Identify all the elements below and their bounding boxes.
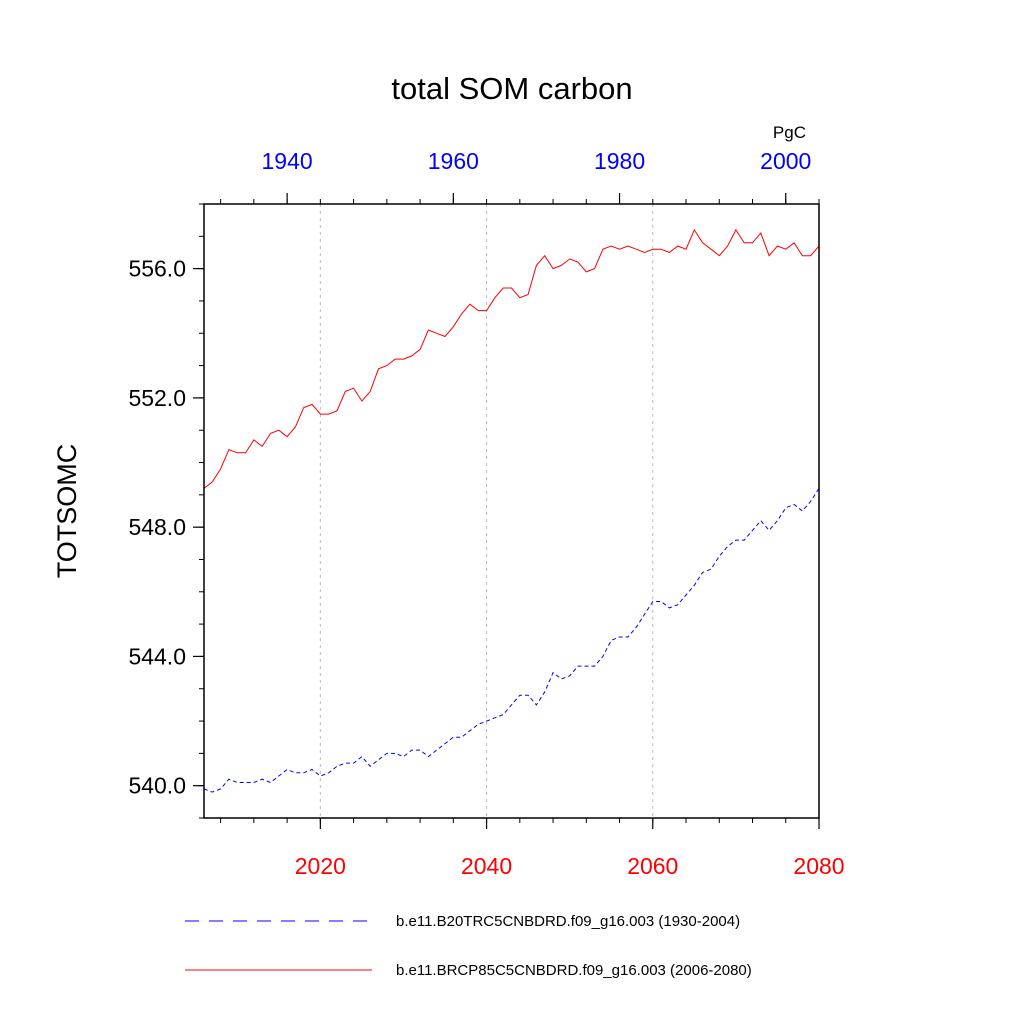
x-top-tick-label: 2000: [760, 148, 811, 174]
x-bottom-tick-label: 2040: [461, 853, 512, 879]
y-tick-label: 544.0: [128, 643, 186, 669]
y-tick-label: 552.0: [128, 385, 186, 411]
series-layer: [203, 228, 820, 793]
grid-lines: [319, 204, 654, 818]
series-line-2: [203, 228, 820, 489]
x-bottom-tick-label: 2060: [627, 853, 678, 879]
x-axis-bottom: 2020 2040 2060 2080: [220, 818, 845, 879]
legend-label-2: b.e11.BRCP85C5CNBDRD.f09_g16.003 (2006-2…: [396, 962, 752, 979]
y-tick-label: 548.0: [128, 514, 186, 540]
y-axis-label: TOTSOMC: [52, 444, 82, 579]
legend: b.e11.B20TRC5CNBDRD.f09_g16.003 (1930-20…: [185, 913, 752, 979]
y-tick-label: 556.0: [128, 256, 186, 282]
x-top-tick-label: 1940: [262, 148, 313, 174]
y-tick-label: 540.0: [128, 773, 186, 799]
legend-label-1: b.e11.B20TRC5CNBDRD.f09_g16.003 (1930-20…: [396, 913, 740, 930]
series-line-1: [203, 488, 820, 793]
x-top-tick-label: 1960: [428, 148, 479, 174]
x-axis-top: 1940 1960 1980 2000: [220, 148, 820, 204]
chart-title: total SOM carbon: [391, 71, 632, 106]
plot-frame: [203, 203, 820, 819]
y-axis: 540.0 544.0 548.0 552.0 556.0: [128, 203, 204, 819]
x-top-tick-label: 1980: [594, 148, 645, 174]
x-bottom-tick-label: 2080: [793, 853, 844, 879]
units-label: PgC: [773, 123, 806, 142]
x-bottom-tick-label: 2020: [295, 853, 346, 879]
